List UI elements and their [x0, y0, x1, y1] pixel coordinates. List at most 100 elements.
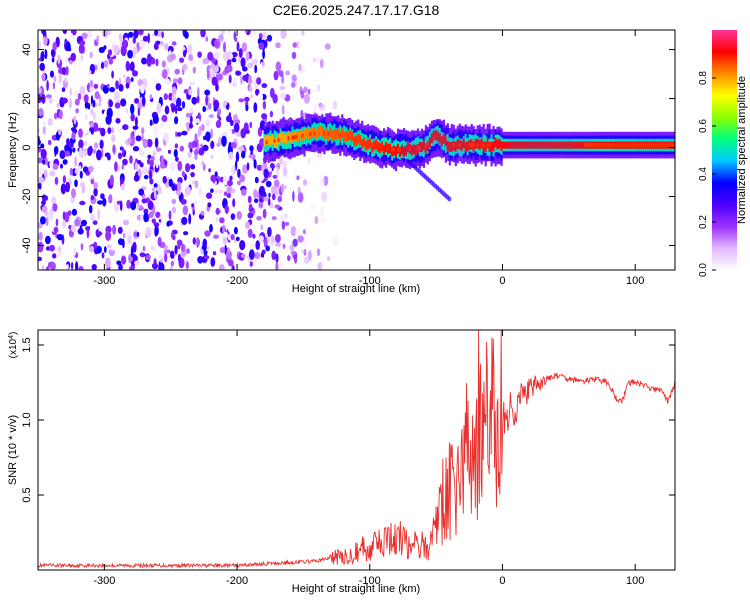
- noise-cell: [174, 68, 180, 75]
- noise-cell: [180, 243, 186, 252]
- noise-cell: [99, 139, 104, 149]
- noise-cell: [184, 186, 191, 195]
- noise-cell: [89, 126, 95, 133]
- signal-cell: [333, 129, 336, 140]
- signal-peak: [480, 143, 483, 147]
- signal-cell: [548, 141, 551, 149]
- signal-cell: [401, 144, 404, 155]
- colorbar-tick-label: 0.0: [698, 263, 709, 277]
- noise-cell: [280, 214, 284, 223]
- noise-cell: [155, 211, 161, 218]
- signal-cell: [265, 134, 268, 145]
- noise-cell: [236, 210, 243, 220]
- noise-cell: [38, 87, 42, 94]
- noise-cell: [254, 64, 258, 74]
- noise-cell: [122, 124, 129, 131]
- noise-cell: [312, 57, 317, 63]
- noise-cell: [171, 206, 177, 214]
- noise-cell: [223, 100, 228, 106]
- noise-cell: [118, 84, 124, 92]
- noise-cell: [187, 151, 192, 159]
- signal-cell: [351, 131, 354, 142]
- noise-cell: [204, 89, 211, 96]
- signal-cell: [349, 130, 352, 141]
- noise-cell: [146, 138, 153, 148]
- noise-cell: [74, 219, 80, 227]
- signal-cell: [379, 143, 382, 154]
- noise-cell: [296, 175, 300, 181]
- x-tick-label: -100: [359, 275, 381, 287]
- noise-cell: [69, 87, 72, 96]
- noise-cell: [89, 79, 94, 90]
- noise-cell: [68, 97, 72, 109]
- signal-peak: [655, 143, 658, 147]
- noise-cell: [77, 93, 82, 101]
- noise-cell: [78, 266, 84, 270]
- noise-cell: [188, 213, 192, 225]
- noise-cell: [40, 51, 45, 62]
- noise-cell: [114, 102, 121, 109]
- noise-cell: [94, 91, 100, 100]
- noise-cell: [239, 174, 246, 183]
- snr-xlabel: Height of straight line (km): [292, 583, 420, 595]
- noise-cell: [128, 266, 132, 270]
- noise-cell: [287, 255, 291, 262]
- noise-cell: [253, 102, 258, 113]
- noise-cell: [179, 145, 184, 152]
- noise-cell: [153, 78, 157, 85]
- noise-cell: [261, 249, 266, 255]
- signal-peak: [488, 143, 491, 147]
- noise-cell: [202, 57, 209, 65]
- noise-cell: [236, 131, 241, 137]
- noise-cell: [118, 263, 123, 270]
- noise-cell: [70, 140, 74, 148]
- signal-cell: [424, 143, 427, 154]
- signal-cell: [399, 147, 402, 157]
- signal-cell: [514, 141, 517, 149]
- noise-cell: [52, 42, 57, 51]
- noise-cell: [80, 243, 84, 251]
- noise-cell: [226, 186, 233, 195]
- noise-cell: [281, 220, 286, 230]
- noise-cell: [41, 265, 45, 270]
- noise-cell: [136, 231, 140, 238]
- noise-cell: [191, 96, 198, 105]
- noise-cell: [225, 250, 232, 259]
- signal-peak: [476, 143, 479, 147]
- signal-peak: [486, 143, 489, 147]
- signal-cell: [299, 128, 302, 139]
- noise-cell: [284, 213, 288, 219]
- signal-cell: [414, 144, 418, 155]
- noise-cell: [307, 157, 311, 165]
- noise-cell: [202, 238, 208, 248]
- noise-cell: [157, 236, 162, 247]
- noise-cell: [298, 63, 302, 72]
- noise-cell: [140, 214, 144, 223]
- noise-cell: [205, 119, 211, 127]
- signal-peak: [424, 143, 427, 148]
- noise-cell: [70, 261, 74, 270]
- noise-cell: [43, 35, 46, 46]
- signal-cell: [436, 131, 439, 142]
- noise-cell: [154, 196, 160, 207]
- noise-cell: [61, 67, 67, 75]
- noise-cell: [320, 176, 325, 187]
- x-tick-label: 100: [626, 575, 644, 587]
- noise-cell: [176, 97, 182, 108]
- noise-cell: [140, 84, 145, 94]
- noise-cell: [242, 74, 249, 82]
- signal-cell: [508, 141, 511, 149]
- noise-cell: [52, 253, 57, 259]
- noise-cell: [193, 149, 199, 156]
- noise-cell: [208, 114, 214, 119]
- signal-cell: [540, 141, 543, 149]
- noise-cell: [53, 146, 59, 155]
- signal-cell: [564, 141, 567, 149]
- noise-cell: [240, 57, 246, 68]
- noise-cell: [262, 208, 267, 219]
- noise-cell: [111, 134, 116, 143]
- noise-cell: [247, 195, 252, 204]
- noise-cell: [244, 96, 250, 102]
- noise-cell: [122, 219, 130, 226]
- noise-cell: [214, 41, 219, 48]
